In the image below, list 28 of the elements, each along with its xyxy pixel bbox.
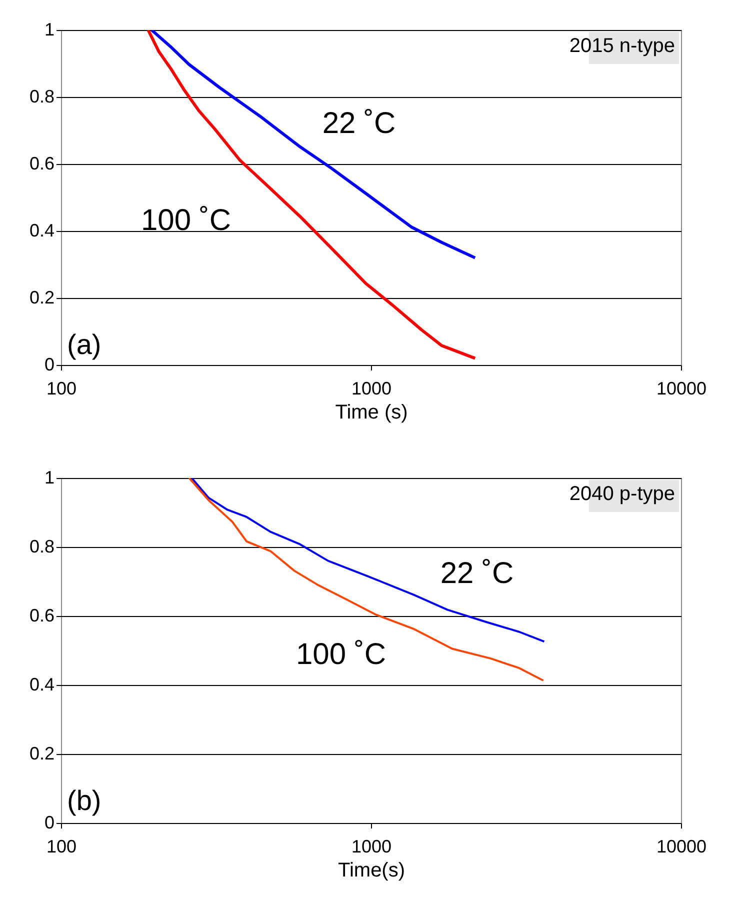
x-tick-label: 100 bbox=[46, 378, 77, 398]
annotation: 2040 p-type bbox=[569, 483, 675, 505]
y-tick-label: 0.4 bbox=[29, 674, 54, 694]
y-tick-label: 0.2 bbox=[29, 288, 54, 308]
annotation: 100 ˚C bbox=[296, 638, 386, 671]
y-tick-label: 0.8 bbox=[29, 536, 54, 556]
y-tick-label: 0 bbox=[44, 812, 54, 832]
x-tick-label: 10000 bbox=[656, 378, 707, 398]
x-tick-label: 1000 bbox=[351, 836, 392, 856]
annotation: 22 ˚C bbox=[322, 107, 396, 140]
x-tick-label: 1000 bbox=[351, 378, 392, 398]
y-tick-label: 0.6 bbox=[29, 154, 54, 174]
annotation: 100 ˚C bbox=[140, 204, 232, 237]
annotation: 2015 n-type bbox=[569, 35, 675, 57]
annotation: (b) bbox=[67, 785, 102, 816]
x-axis-title: Time(s) bbox=[338, 860, 406, 882]
y-tick-label: 1 bbox=[44, 468, 54, 488]
x-axis-title: Time (s) bbox=[335, 402, 408, 424]
y-tick-label: 0.6 bbox=[29, 606, 54, 626]
x-tick-label: 100 bbox=[46, 836, 77, 856]
annotation: (a) bbox=[67, 329, 102, 360]
y-tick-label: 0.8 bbox=[29, 86, 54, 106]
y-tick-label: 0 bbox=[44, 354, 54, 374]
x-tick-label: 10000 bbox=[656, 836, 707, 856]
y-tick-label: 0.4 bbox=[29, 220, 54, 240]
y-tick-label: 1 bbox=[44, 20, 54, 40]
annotation: 22 ˚C bbox=[440, 557, 514, 590]
y-tick-label: 0.2 bbox=[29, 744, 54, 764]
